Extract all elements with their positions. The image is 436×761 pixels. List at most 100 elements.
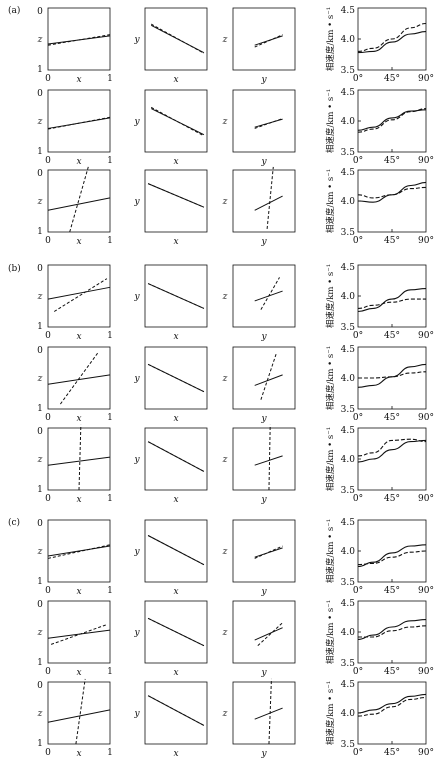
angle-tick-90: 90°: [418, 156, 434, 166]
xz-solid-line: [47, 709, 111, 723]
xy-dashed-line: [147, 535, 205, 566]
xz-z-tick-0: 0: [37, 89, 43, 99]
yz-panel-frame: [232, 89, 296, 153]
velocity-axis-label: 相速度/km • s⁻¹: [325, 600, 336, 664]
yz-dashed-line: [266, 166, 274, 229]
xy-y-axis-label: y: [133, 628, 140, 638]
xz-x-tick-0: 0: [45, 413, 51, 423]
velocity-solid-curve: [357, 288, 427, 313]
xz-z-tick-0: 0: [37, 427, 43, 437]
xz-x-axis-label: x: [76, 75, 81, 85]
velocity-tick-3-5: 3.5: [341, 66, 356, 76]
yz-z-axis-label: z: [222, 292, 228, 302]
yz-z-axis-label: z: [222, 197, 228, 207]
xy-panel-frame: [144, 346, 208, 410]
xz-panel-frame: [47, 427, 111, 491]
xz-panel-frame: [47, 89, 111, 153]
xz-z-tick-0: 0: [37, 7, 43, 17]
angle-tick-45: 45°: [384, 586, 400, 596]
group-label: (b): [8, 263, 21, 274]
angle-tick-90: 90°: [418, 74, 434, 84]
velocity-axis-label: 相速度/km • s⁻¹: [325, 89, 336, 153]
xy-y-axis-label: y: [133, 547, 140, 557]
xy-x-axis-label: x: [173, 157, 178, 167]
angle-tick-0: 0°: [353, 748, 363, 758]
xz-x-tick-0: 0: [45, 236, 51, 246]
yz-y-axis-label: y: [260, 587, 267, 597]
xz-x-axis-label: x: [76, 332, 81, 342]
xz-z-axis-label: z: [37, 292, 43, 302]
xy-x-axis-label: x: [173, 414, 178, 424]
yz-panel-frame: [232, 600, 296, 664]
angle-tick-0: 0°: [353, 156, 363, 166]
xy-x-axis-label: x: [173, 749, 178, 759]
xy-dashed-line: [147, 695, 205, 726]
xz-x-tick-0: 0: [45, 586, 51, 596]
group-label: (c): [8, 517, 20, 528]
velocity-panel-frame: [357, 600, 427, 664]
xz-z-tick-1: 1: [37, 227, 43, 237]
velocity-axis-label: 相速度/km • s⁻¹: [325, 169, 336, 233]
xz-x-tick-0: 0: [45, 331, 51, 341]
angle-tick-0: 0°: [353, 413, 363, 423]
xz-x-tick-1: 1: [107, 74, 113, 84]
angle-tick-0: 0°: [353, 667, 363, 677]
xz-x-tick-1: 1: [107, 156, 113, 166]
velocity-dashed-curve: [357, 550, 427, 566]
xz-x-tick-0: 0: [45, 494, 51, 504]
xy-panel-frame: [144, 427, 208, 491]
velocity-axis-label: 相速度/km • s⁻¹: [325, 346, 336, 410]
velocity-solid-curve: [357, 544, 427, 568]
yz-dashed-line: [257, 622, 283, 647]
velocity-dashed-curve: [357, 696, 427, 717]
angle-tick-45: 45°: [384, 667, 400, 677]
xz-dashed-line: [75, 678, 86, 745]
angle-tick-90: 90°: [418, 667, 434, 677]
yz-z-axis-label: z: [222, 709, 228, 719]
xy-panel-frame: [144, 264, 208, 328]
xy-dashed-line: [147, 363, 205, 393]
velocity-tick-4-5: 4.5: [341, 6, 356, 16]
xz-x-tick-1: 1: [107, 748, 113, 758]
velocity-tick-4-0: 4.0: [341, 197, 356, 207]
xz-dashed-line: [59, 352, 99, 405]
xz-z-tick-1: 1: [37, 658, 43, 668]
xz-dashed-line: [78, 424, 82, 491]
xz-x-axis-label: x: [76, 157, 81, 167]
xz-z-tick-0: 0: [37, 169, 43, 179]
velocity-solid-curve: [357, 363, 427, 388]
velocity-tick-4-5: 4.5: [341, 168, 356, 178]
xz-z-tick-1: 1: [37, 577, 43, 587]
angle-tick-45: 45°: [384, 236, 400, 246]
xz-z-axis-label: z: [37, 35, 43, 45]
xy-y-axis-label: y: [133, 455, 140, 465]
angle-tick-0: 0°: [353, 236, 363, 246]
velocity-tick-3-5: 3.5: [341, 323, 356, 333]
velocity-solid-curve: [357, 439, 427, 463]
xz-x-tick-1: 1: [107, 494, 113, 504]
angle-tick-0: 0°: [353, 331, 363, 341]
velocity-panel-frame: [357, 427, 427, 491]
xz-x-tick-0: 0: [45, 748, 51, 758]
xz-z-tick-0: 0: [37, 681, 43, 691]
velocity-tick-3-5: 3.5: [341, 659, 356, 669]
xy-panel-frame: [144, 7, 208, 71]
velocity-tick-3-5: 3.5: [341, 405, 356, 415]
xy-panel-frame: [144, 519, 208, 583]
angle-tick-0: 0°: [353, 586, 363, 596]
xy-x-axis-label: x: [173, 237, 178, 247]
xy-panel-frame: [144, 681, 208, 745]
xz-z-axis-label: z: [37, 455, 43, 465]
yz-panel-frame: [232, 7, 296, 71]
xz-solid-line: [47, 545, 111, 557]
xy-x-axis-label: x: [173, 668, 178, 678]
velocity-panel-frame: [357, 169, 427, 233]
xz-x-axis-label: x: [76, 414, 81, 424]
velocity-panel-frame: [357, 519, 427, 583]
xz-x-tick-1: 1: [107, 331, 113, 341]
yz-z-axis-label: z: [222, 628, 228, 638]
yz-dashed-line: [268, 424, 271, 491]
xz-x-tick-1: 1: [107, 236, 113, 246]
angle-tick-90: 90°: [418, 748, 434, 758]
xz-panel-frame: [47, 519, 111, 583]
